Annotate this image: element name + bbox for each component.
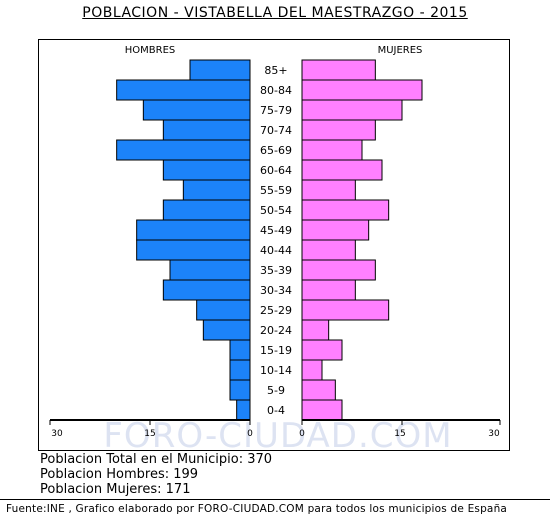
bar-hombres-85+	[189, 59, 251, 81]
x-tick-label: 15	[394, 429, 405, 439]
chart-title: POBLACION - VISTABELLA DEL MAESTRAZGO - …	[82, 5, 468, 21]
bar-mujeres-85+	[301, 59, 376, 81]
age-label-5-9: 5-9	[267, 384, 285, 397]
age-label-55-59: 55-59	[260, 184, 292, 197]
bar-mujeres-65-69	[301, 139, 363, 161]
age-label-0-4: 0-4	[267, 404, 285, 417]
age-label-35-39: 35-39	[260, 264, 292, 277]
x-tick-label: 0	[299, 429, 305, 439]
chart-frame	[38, 39, 510, 451]
watermark-text: FORO-CIUDAD.COM	[103, 416, 452, 456]
bar-mujeres-25-29	[301, 299, 390, 321]
bar-mujeres-0-4	[301, 399, 343, 421]
bar-mujeres-35-39	[301, 259, 376, 281]
male-population-text: Poblacion Hombres: 199	[40, 467, 199, 482]
bar-hombres-70-74	[162, 119, 251, 141]
x-tick-label: 30	[51, 429, 63, 439]
total-population-text: Poblacion Total en el Municipio: 370	[40, 452, 273, 467]
age-label-20-24: 20-24	[260, 324, 292, 337]
age-label-75-79: 75-79	[260, 104, 292, 117]
age-label-15-19: 15-19	[260, 344, 292, 357]
bar-hombres-15-19	[229, 339, 251, 361]
bar-hombres-20-24	[202, 319, 251, 341]
bar-mujeres-60-64	[301, 159, 383, 181]
bar-mujeres-80-84	[301, 79, 423, 101]
age-label-85+: 85+	[264, 64, 287, 77]
age-label-30-34: 30-34	[260, 284, 292, 297]
bar-hombres-45-49	[136, 219, 251, 241]
footer-source: Fuente:INE , Grafico elaborado por FORO-…	[6, 503, 508, 515]
age-label-25-29: 25-29	[260, 304, 292, 317]
age-label-50-54: 50-54	[260, 204, 292, 217]
age-label-65-69: 65-69	[260, 144, 292, 157]
bar-mujeres-20-24	[301, 319, 330, 341]
bar-mujeres-45-49	[301, 219, 370, 241]
age-label-10-14: 10-14	[260, 364, 292, 377]
x-tick-label: 0	[247, 429, 253, 439]
footer-divider	[0, 499, 550, 500]
bar-mujeres-50-54	[301, 199, 390, 221]
bar-hombres-80-84	[116, 79, 251, 101]
bar-hombres-35-39	[169, 259, 251, 281]
bar-mujeres-55-59	[301, 179, 356, 201]
bar-mujeres-15-19	[301, 339, 343, 361]
bar-hombres-60-64	[162, 159, 251, 181]
bar-hombres-30-34	[162, 279, 251, 301]
bar-mujeres-10-14	[301, 359, 323, 381]
female-population-text: Poblacion Mujeres: 171	[40, 482, 191, 497]
age-label-40-44: 40-44	[260, 244, 292, 257]
bar-hombres-0-4	[236, 399, 251, 421]
bar-hombres-50-54	[162, 199, 251, 221]
bar-mujeres-5-9	[301, 379, 336, 401]
x-tick-label: 15	[144, 429, 155, 439]
legend-hombres: HOMBRES	[125, 45, 176, 56]
bar-mujeres-40-44	[301, 239, 356, 261]
population-pyramid-chart: FORO-CIUDAD.COM HOMBRES MUJERES 85+ 80-84 75-…	[49, 45, 501, 456]
age-label-70-74: 70-74	[260, 124, 292, 137]
bar-hombres-5-9	[229, 379, 251, 401]
bar-mujeres-30-34	[301, 279, 356, 301]
legend-mujeres: MUJERES	[378, 45, 423, 56]
bar-hombres-65-69	[116, 139, 251, 161]
age-label-80-84: 80-84	[260, 84, 292, 97]
bar-hombres-55-59	[182, 179, 251, 201]
age-label-60-64: 60-64	[260, 164, 292, 177]
bar-hombres-25-29	[196, 299, 251, 321]
bar-hombres-75-79	[142, 99, 251, 121]
x-tick-label: 30	[488, 429, 500, 439]
bar-mujeres-70-74	[301, 119, 376, 141]
age-label-45-49: 45-49	[260, 224, 292, 237]
bar-mujeres-75-79	[301, 99, 403, 121]
bar-hombres-40-44	[136, 239, 251, 261]
bar-hombres-10-14	[229, 359, 251, 381]
